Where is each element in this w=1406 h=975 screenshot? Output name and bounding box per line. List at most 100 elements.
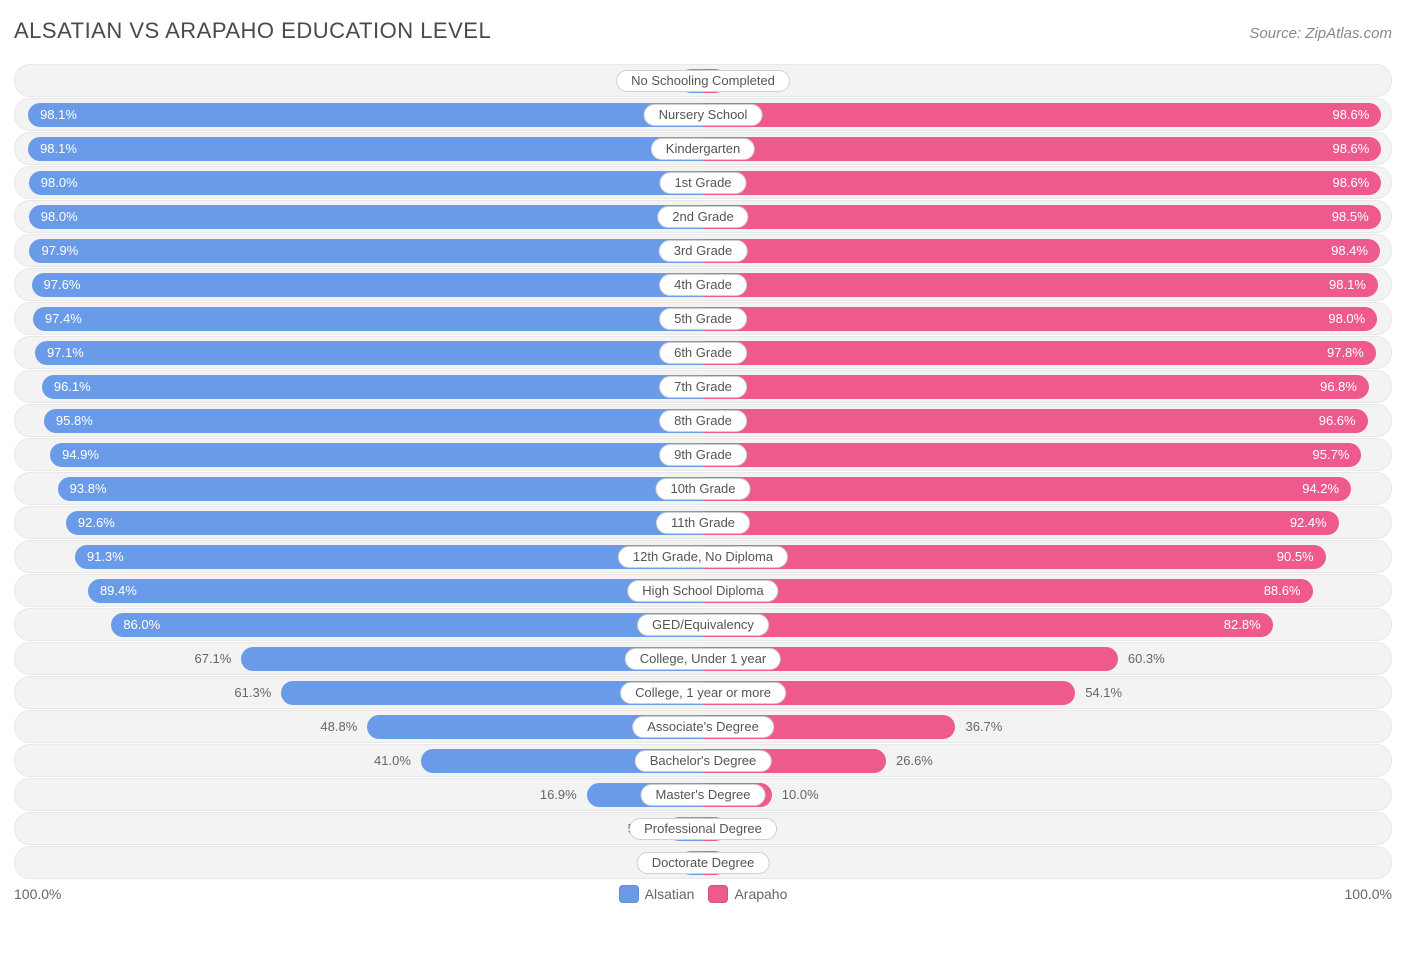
row-right-half: 60.3% xyxy=(703,643,1391,674)
row-left-half: 96.1% xyxy=(15,371,703,402)
row-left-half: 92.6% xyxy=(15,507,703,538)
row-left-half: 97.4% xyxy=(15,303,703,334)
category-label: 8th Grade xyxy=(659,410,747,432)
bar-value-right: 60.3% xyxy=(1118,651,1175,666)
row-right-half: 26.6% xyxy=(703,745,1391,776)
bar-value-left: 98.1% xyxy=(40,107,77,122)
bar-left: 98.1% xyxy=(28,137,703,161)
bar-left: 97.9% xyxy=(29,239,703,263)
chart-row: 95.8% 96.6% 8th Grade xyxy=(14,404,1392,437)
category-label: 1st Grade xyxy=(659,172,746,194)
chart-footer: 100.0% Alsatian Arapaho 100.0% xyxy=(14,885,1392,903)
category-label: Doctorate Degree xyxy=(637,852,770,874)
bar-value-right: 54.1% xyxy=(1075,685,1132,700)
chart-row: 98.0%98.5%2nd Grade xyxy=(14,200,1392,233)
bar-left: 97.6% xyxy=(32,273,703,297)
row-right-half: 98.4% xyxy=(703,235,1391,266)
row-left-half: 98.1% xyxy=(15,99,703,130)
bar-left: 98.0% xyxy=(29,171,703,195)
bar-right: 96.6% xyxy=(703,409,1368,433)
legend-swatch-icon xyxy=(619,885,639,903)
bar-value-left: 95.8% xyxy=(56,413,93,428)
row-left-half: 61.3% xyxy=(15,677,703,708)
row-right-half: 2.1% xyxy=(703,65,1391,96)
row-right-half: 88.6% xyxy=(703,575,1391,606)
bar-value-left: 86.0% xyxy=(123,617,160,632)
category-label: College, 1 year or more xyxy=(620,682,786,704)
row-right-half: 92.4% xyxy=(703,507,1391,538)
category-label: 12th Grade, No Diploma xyxy=(618,546,788,568)
bar-value-left: 92.6% xyxy=(78,515,115,530)
bar-value-left: 97.1% xyxy=(47,345,84,360)
bar-left: 86.0% xyxy=(111,613,703,637)
bar-value-left: 67.1% xyxy=(184,651,241,666)
category-label: Professional Degree xyxy=(629,818,777,840)
category-label: 3rd Grade xyxy=(659,240,748,262)
bar-right: 95.7% xyxy=(703,443,1361,467)
chart-row: 97.1% 97.8%6th Grade xyxy=(14,336,1392,369)
row-left-half: 48.8% xyxy=(15,711,703,742)
bar-value-left: 89.4% xyxy=(100,583,137,598)
bar-value-right: 98.6% xyxy=(1332,175,1369,190)
bar-value-right: 88.6% xyxy=(1264,583,1301,598)
row-right-half: 54.1% xyxy=(703,677,1391,708)
bar-value-left: 48.8% xyxy=(310,719,367,734)
chart-row: 16.9% 10.0% Master's Degree xyxy=(14,778,1392,811)
bar-right: 94.2% xyxy=(703,477,1351,501)
row-left-half: 97.1% xyxy=(15,337,703,368)
bar-right: 88.6% xyxy=(703,579,1313,603)
row-right-half: 98.1% xyxy=(703,269,1391,300)
bar-left: 97.1% xyxy=(35,341,703,365)
row-right-half: 96.8% xyxy=(703,371,1391,402)
bar-left: 98.1% xyxy=(28,103,703,127)
bar-value-left: 98.0% xyxy=(41,209,78,224)
row-right-half: 36.7% xyxy=(703,711,1391,742)
source-attribution: Source: ZipAtlas.com xyxy=(1249,25,1392,42)
bar-right: 98.4% xyxy=(703,239,1380,263)
chart-row: 97.6%98.1%4th Grade xyxy=(14,268,1392,301)
bar-value-left: 41.0% xyxy=(364,753,421,768)
bar-value-right: 92.4% xyxy=(1290,515,1327,530)
bar-left: 92.6% xyxy=(66,511,703,535)
bar-right: 98.6% xyxy=(703,171,1381,195)
category-label: Associate's Degree xyxy=(632,716,774,738)
bar-right: 92.4% xyxy=(703,511,1339,535)
axis-right-label: 100.0% xyxy=(1345,886,1392,902)
row-left-half: 91.3% xyxy=(15,541,703,572)
row-right-half: 98.6% xyxy=(703,133,1391,164)
legend: Alsatian Arapaho xyxy=(619,885,788,903)
bar-value-right: 10.0% xyxy=(772,787,829,802)
category-label: College, Under 1 year xyxy=(625,648,781,670)
row-left-half: 97.9% xyxy=(15,235,703,266)
chart-row: 67.1% 60.3% College, Under 1 year xyxy=(14,642,1392,675)
chart-row: 2.1%1.2%Doctorate Degree xyxy=(14,846,1392,879)
row-right-half: 10.0% xyxy=(703,779,1391,810)
row-left-half: 93.8% xyxy=(15,473,703,504)
chart-row: 86.0%82.8%GED/Equivalency xyxy=(14,608,1392,641)
bar-value-right: 96.6% xyxy=(1319,413,1356,428)
axis-left-label: 100.0% xyxy=(14,886,61,902)
bar-right: 98.6% xyxy=(703,103,1381,127)
chart-container: ALSATIAN VS ARAPAHO EDUCATION LEVEL Sour… xyxy=(0,0,1406,913)
row-left-half: 41.0% xyxy=(15,745,703,776)
row-right-half: 2.9% xyxy=(703,813,1391,844)
bar-right: 98.0% xyxy=(703,307,1377,331)
category-label: Bachelor's Degree xyxy=(635,750,772,772)
bar-value-left: 16.9% xyxy=(530,787,587,802)
bar-right: 90.5% xyxy=(703,545,1326,569)
category-label: 6th Grade xyxy=(659,342,747,364)
row-right-half: 98.5% xyxy=(703,201,1391,232)
row-right-half: 94.2% xyxy=(703,473,1391,504)
row-right-half: 1.2% xyxy=(703,847,1391,878)
bar-left: 97.4% xyxy=(33,307,703,331)
source-link[interactable]: ZipAtlas.com xyxy=(1305,25,1392,42)
bar-right: 96.8% xyxy=(703,375,1369,399)
bar-right: 97.8% xyxy=(703,341,1376,365)
category-label: No Schooling Completed xyxy=(616,70,790,92)
row-right-half: 90.5% xyxy=(703,541,1391,572)
row-left-half: 2.1% xyxy=(15,847,703,878)
category-label: Master's Degree xyxy=(641,784,766,806)
category-label: High School Diploma xyxy=(627,580,778,602)
chart-row: 41.0% 26.6%Bachelor's Degree xyxy=(14,744,1392,777)
source-prefix: Source: xyxy=(1249,25,1305,42)
